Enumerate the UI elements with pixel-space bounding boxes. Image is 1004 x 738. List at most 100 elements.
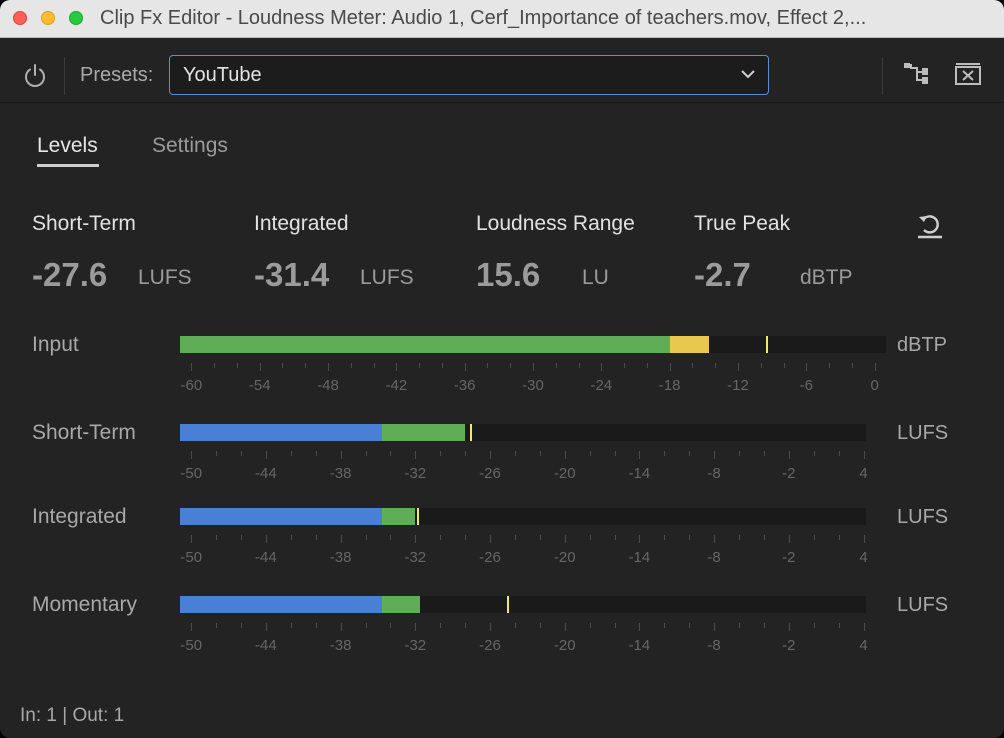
- scale-tick-label: -60: [180, 377, 203, 394]
- presets-dropdown[interactable]: YouTube: [169, 55, 769, 95]
- scale-tick-label: 4: [859, 637, 868, 654]
- scale-tick-label: -14: [628, 549, 651, 566]
- scale-tick-label: -2: [782, 637, 796, 654]
- scale-minor-tick: [624, 363, 626, 368]
- scale-minor-tick: [236, 363, 238, 368]
- short-term-value: -27.6: [32, 256, 108, 293]
- power-icon[interactable]: [22, 63, 48, 89]
- scale-minor-tick: [589, 535, 591, 540]
- scale-tick-label: -20: [553, 465, 576, 482]
- scale-tick-label: -24: [590, 377, 613, 394]
- scale-minor-tick: [315, 451, 317, 456]
- scale-tick: [191, 623, 193, 631]
- meter-level-segment: [381, 424, 466, 441]
- scale-tick-label: -26: [479, 637, 501, 654]
- scale-minor-tick: [813, 451, 815, 456]
- scale-tick: [639, 451, 641, 459]
- scale-minor-tick: [216, 451, 218, 456]
- scale-tick: [788, 535, 790, 543]
- integrated-meter-label: Integrated: [32, 505, 127, 528]
- scale-tick-label: -50: [180, 637, 203, 654]
- scale-minor-tick: [851, 363, 853, 368]
- scale-tick: [265, 535, 267, 543]
- tab-settings[interactable]: Settings: [152, 134, 228, 157]
- scale-tick: [191, 363, 193, 371]
- short-term-label: Short-Term: [32, 212, 136, 235]
- scale-minor-tick: [216, 535, 218, 540]
- scale-minor-tick: [315, 623, 317, 628]
- scale-minor-tick: [487, 363, 489, 368]
- integrated-meter-unit: LUFS: [897, 506, 949, 528]
- loudness-range-unit: LU: [582, 266, 609, 289]
- scale-tick-label: -32: [404, 465, 427, 482]
- scale-minor-tick: [214, 363, 216, 368]
- scale-minor-tick: [689, 535, 691, 540]
- scale-tick: [737, 363, 739, 371]
- scale-minor-tick: [614, 451, 616, 456]
- routing-icon[interactable]: [903, 62, 931, 88]
- scale-minor-tick: [241, 623, 242, 628]
- loudness-range-value: 15.6: [476, 256, 541, 293]
- scale-minor-tick: [290, 623, 292, 628]
- scale-tick: [863, 623, 865, 631]
- input-meter-unit: dBTP: [897, 334, 948, 356]
- scale-tick: [601, 363, 603, 371]
- momentary-meter-label: Momentary: [32, 593, 138, 616]
- close-window-button[interactable]: [13, 11, 27, 25]
- meter-level-segment: [381, 596, 421, 613]
- scale-tick: [490, 451, 491, 459]
- scale-minor-tick: [539, 535, 541, 540]
- io-status: In: 1 | Out: 1: [20, 705, 125, 726]
- scale-tick-label: -2: [782, 465, 796, 482]
- short-term-unit: LUFS: [138, 266, 192, 289]
- scale-minor-tick: [689, 623, 691, 628]
- scale-tick: [415, 623, 417, 631]
- scale-minor-tick: [664, 535, 666, 540]
- scale-tick: [533, 363, 534, 371]
- tab-levels[interactable]: Levels: [37, 134, 98, 157]
- scale-tick-label: -48: [317, 377, 339, 394]
- scale-minor-tick: [838, 535, 840, 540]
- scale-tick-label: -26: [479, 465, 501, 482]
- scale-minor-tick: [692, 363, 694, 368]
- peak-marker: [470, 424, 473, 441]
- scale-tick-label: -8: [707, 637, 721, 654]
- scale-tick: [564, 623, 566, 631]
- scale-minor-tick: [539, 623, 541, 628]
- scale-tick-label: -44: [255, 637, 277, 654]
- zoom-window-button[interactable]: [69, 11, 83, 25]
- close-box-icon[interactable]: [954, 62, 982, 88]
- scale-minor-tick: [614, 535, 616, 540]
- scale-minor-tick: [555, 363, 557, 368]
- scale-tick-label: -38: [329, 637, 352, 654]
- integrated-value: -31.4: [254, 256, 330, 293]
- scale-minor-tick: [739, 451, 740, 456]
- scale-minor-tick: [373, 363, 375, 368]
- scale-minor-tick: [783, 363, 785, 368]
- scale-minor-tick: [646, 363, 648, 368]
- peak-marker: [507, 596, 510, 613]
- reset-icon[interactable]: [916, 211, 944, 239]
- scale-tick: [714, 623, 716, 631]
- scale-tick-label: 0: [870, 377, 879, 394]
- scale-minor-tick: [290, 451, 292, 456]
- scale-minor-tick: [514, 535, 516, 540]
- window-title: Clip Fx Editor - Loudness Meter: Audio 1…: [100, 7, 867, 29]
- scale-minor-tick: [241, 535, 242, 540]
- true-peak-label: True Peak: [694, 212, 791, 235]
- scale-tick: [863, 451, 865, 459]
- title-bar[interactable]: Clip Fx Editor - Loudness Meter: Audio 1…: [0, 0, 1004, 38]
- scale-tick: [340, 535, 342, 543]
- scale-tick: [265, 623, 267, 631]
- scale-minor-tick: [760, 363, 762, 368]
- scale-minor-tick: [715, 363, 717, 368]
- integrated-meter-scale: -50 -44 -38 -32 -26 -20 -14 -8 -2 4: [180, 535, 868, 575]
- scale-tick: [564, 451, 566, 459]
- scale-tick: [788, 623, 790, 631]
- scale-tick: [396, 363, 398, 371]
- loudness-range-label: Loudness Range: [476, 212, 635, 235]
- scale-tick: [191, 535, 193, 543]
- scale-minor-tick: [838, 451, 840, 456]
- minimize-window-button[interactable]: [41, 11, 55, 25]
